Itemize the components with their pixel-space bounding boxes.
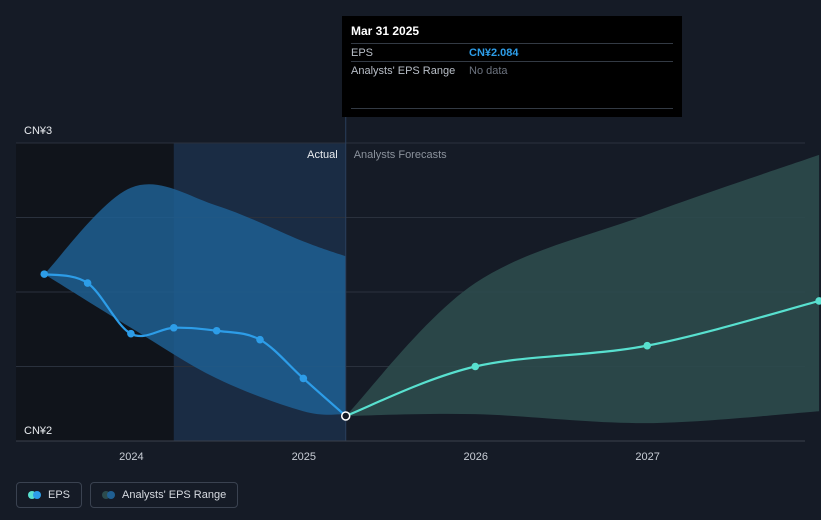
eps-actual-point-1 [83, 279, 92, 287]
eps-actual-line [44, 273, 347, 417]
eps-actual-point-3 [170, 323, 178, 332]
eps-forecast-point-1 [471, 362, 480, 371]
x-tick-label-2024: 2024 [119, 451, 143, 463]
tooltip-range-label: Analysts' EPS Range [351, 64, 456, 77]
legend-range-dot-forecast [102, 491, 111, 499]
eps-forecast-line [345, 299, 820, 417]
tooltip-eps-value: CN¥2.084 [469, 46, 519, 59]
eps-actual-point-4 [212, 326, 221, 335]
eps-forecast-point-2 [643, 341, 651, 350]
actual-range-band [44, 184, 346, 415]
legend-item-eps[interactable]: EPS [16, 482, 83, 508]
forecast-range-band [345, 154, 820, 424]
legend-range-swatch-icon [102, 491, 116, 499]
y-axis-label-bottom: CN¥2 [24, 425, 52, 437]
eps-forecast-point-3 [815, 297, 821, 305]
eps-actual-point-5 [256, 335, 264, 344]
actual-section-label: Actual [307, 149, 338, 161]
forecast-section-label: Analysts Forecasts [354, 149, 447, 161]
tooltip-row-eps: EPS CN¥2.084 [351, 43, 673, 61]
tooltip-range-value: No data [469, 64, 508, 77]
legend-eps-swatch-icon [28, 491, 41, 499]
tooltip-row-range: Analysts' EPS Range No data [351, 61, 673, 79]
eps-actual-point-6 [299, 374, 308, 383]
eps-actual-point-0 [40, 270, 49, 278]
y-axis-label-top: CN¥3 [24, 125, 52, 137]
legend-item-range[interactable]: Analysts' EPS Range [90, 482, 239, 508]
eps-actual-point-2 [127, 329, 135, 338]
legend-eps-dot-forecast [28, 491, 36, 499]
legend-range-label: Analysts' EPS Range [122, 489, 227, 501]
tooltip-eps-label: EPS [351, 46, 374, 59]
x-tick-label-2026: 2026 [463, 451, 487, 463]
x-tick-label-2025: 2025 [292, 451, 316, 463]
tooltip-date: Mar 31 2025 [351, 24, 420, 38]
eps-highlight-point [340, 411, 351, 421]
legend-range-dot-actual [107, 491, 116, 499]
x-tick-label-2027: 2027 [635, 451, 659, 463]
legend-eps-dot-actual [33, 491, 41, 499]
tooltip: Mar 31 2025 EPS CN¥2.084 Analysts' EPS R… [342, 16, 682, 117]
legend-eps-label: EPS [48, 489, 71, 501]
tooltip-divider [351, 108, 673, 109]
legend: EPS Analysts' EPS Range [16, 482, 239, 508]
